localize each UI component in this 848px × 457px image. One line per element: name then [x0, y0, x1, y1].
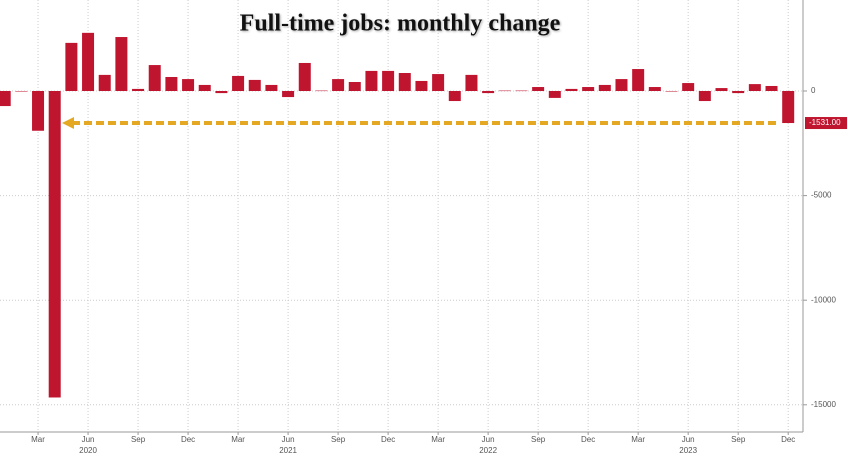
x-tick-label: Mar	[631, 435, 645, 444]
bar	[548, 91, 561, 98]
bar	[732, 91, 745, 94]
bar	[115, 37, 128, 92]
bar	[32, 91, 45, 131]
bar	[432, 74, 445, 92]
bar	[82, 32, 95, 92]
bar	[782, 91, 795, 124]
bar	[465, 74, 478, 92]
x-tick-label: Dec	[381, 435, 395, 444]
x-tick-label: Mar	[231, 435, 245, 444]
bar	[232, 75, 245, 92]
x-tick-label: Dec	[181, 435, 195, 444]
bar	[665, 91, 678, 92]
bar	[598, 84, 611, 92]
bar	[765, 85, 778, 92]
y-tick-label: -15000	[811, 400, 836, 409]
bar	[132, 88, 145, 92]
bar	[632, 69, 645, 92]
bar	[265, 84, 278, 92]
bar	[498, 90, 511, 92]
bar	[532, 87, 545, 92]
bar	[365, 70, 378, 92]
bar	[515, 90, 528, 92]
bar	[332, 79, 345, 92]
bar	[165, 76, 178, 92]
bar	[248, 79, 261, 92]
bar	[348, 82, 361, 92]
year-label: 2022	[479, 446, 497, 455]
year-label: 2023	[679, 446, 697, 455]
bar	[565, 88, 578, 92]
bar	[65, 42, 78, 92]
bar	[682, 83, 695, 92]
bar	[698, 91, 711, 102]
bar	[398, 73, 411, 92]
bar	[15, 91, 28, 92]
x-tick-label: Mar	[31, 435, 45, 444]
bar	[98, 74, 111, 92]
bar	[298, 62, 311, 92]
x-tick-label: Jun	[482, 435, 495, 444]
arrow-head	[62, 117, 74, 130]
bar	[615, 79, 628, 92]
x-tick-label: Mar	[431, 435, 445, 444]
x-tick-label: Sep	[131, 435, 146, 444]
bar	[582, 87, 595, 92]
y-tick-label: -5000	[811, 191, 832, 200]
bar	[148, 65, 161, 92]
bar	[415, 80, 428, 92]
x-tick-label: Sep	[531, 435, 546, 444]
bar	[448, 91, 461, 102]
value-label-box	[805, 117, 847, 130]
bar	[282, 91, 295, 98]
bar	[198, 84, 211, 92]
bar	[0, 91, 11, 107]
bar	[648, 87, 661, 92]
x-tick-label: Jun	[682, 435, 695, 444]
bar	[48, 91, 61, 398]
bar	[315, 90, 328, 92]
bar	[382, 70, 395, 92]
value-label: -1531.00	[809, 118, 841, 127]
bar	[748, 84, 761, 92]
x-tick-label: Jun	[82, 435, 95, 444]
bar	[715, 88, 728, 92]
x-tick-label: Sep	[331, 435, 346, 444]
y-tick-label: 0	[811, 86, 816, 95]
x-tick-label: Dec	[581, 435, 595, 444]
bar	[182, 79, 195, 92]
bar	[215, 91, 228, 94]
bar	[482, 91, 495, 94]
year-label: 2020	[79, 446, 97, 455]
x-tick-label: Sep	[731, 435, 746, 444]
chart-title: Full-time jobs: monthly change	[240, 11, 561, 37]
year-label: 2021	[279, 446, 297, 455]
y-tick-label: -10000	[811, 295, 836, 304]
x-tick-label: Dec	[781, 435, 795, 444]
x-tick-label: Jun	[282, 435, 295, 444]
